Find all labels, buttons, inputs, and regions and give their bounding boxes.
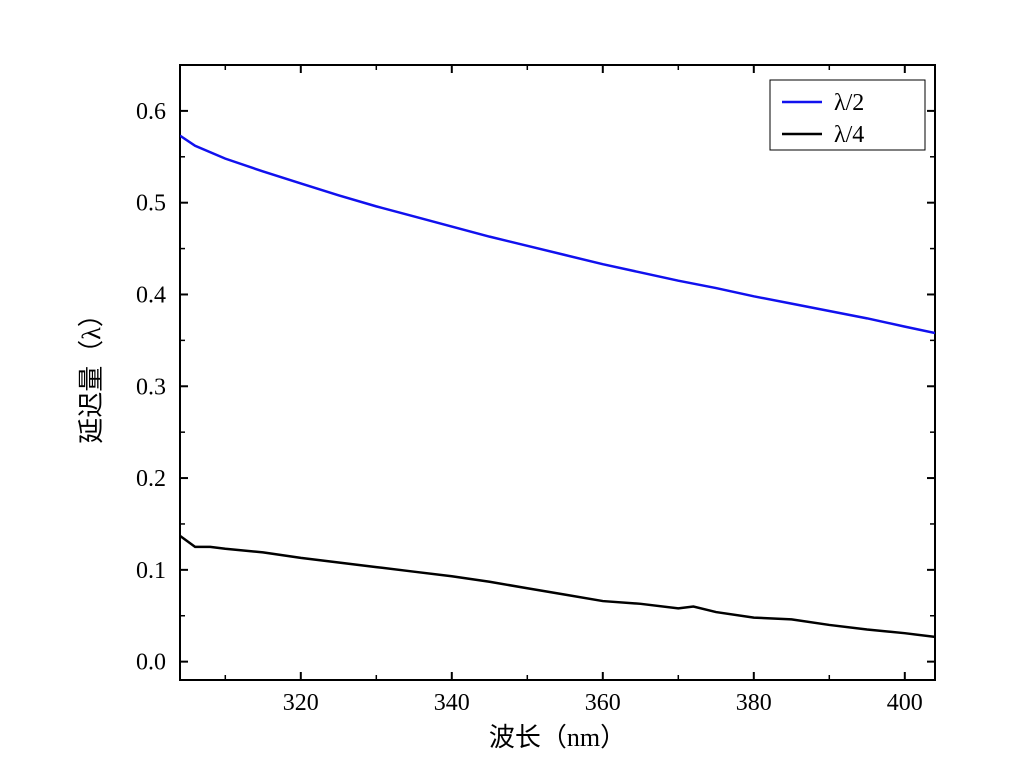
y-axis-label: 延迟量（λ）: [77, 301, 106, 444]
y-tick-label: 0.2: [136, 466, 166, 492]
legend-label: λ/2: [834, 90, 864, 116]
x-axis-label: 波长（nm）: [489, 723, 626, 752]
y-tick-label: 0.4: [136, 282, 166, 308]
x-tick-label: 380: [736, 690, 772, 716]
x-tick-label: 320: [283, 690, 319, 716]
chart-container: 320 340 360 380 400 0.0 0.1 0.2 0.3 0.4 0.5 0.6 波长（n…: [0, 0, 1024, 784]
line-chart: 320 340 360 380 400 0.0 0.1 0.2 0.3 0.4 0.5 0.6 波长（n…: [0, 0, 1024, 784]
x-tick-label: 360: [585, 690, 621, 716]
y-tick-label: 0.0: [136, 650, 166, 676]
y-tick-label: 0.6: [136, 99, 166, 125]
legend-label: λ/4: [834, 122, 864, 148]
x-tick-label: 340: [434, 690, 470, 716]
y-tick-label: 0.3: [136, 374, 166, 400]
y-tick-label: 0.5: [136, 191, 166, 217]
x-tick-label: 400: [887, 690, 923, 716]
y-tick-label: 0.1: [136, 558, 166, 584]
